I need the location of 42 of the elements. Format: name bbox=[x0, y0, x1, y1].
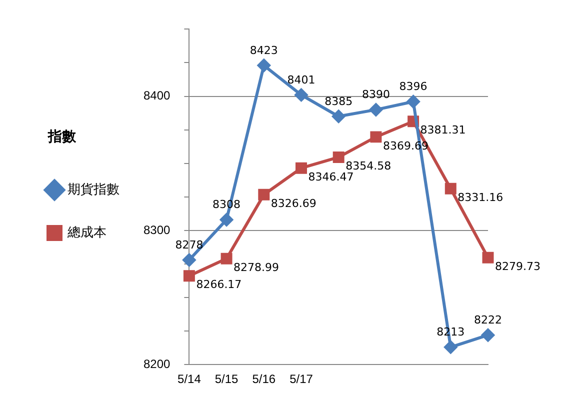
data-label: 8381.31 bbox=[420, 124, 466, 137]
data-label: 8331.16 bbox=[458, 190, 504, 204]
point bbox=[258, 188, 270, 200]
x-tick-label: 5/14 bbox=[178, 372, 202, 386]
legend-label: 期貨指數 bbox=[68, 182, 120, 198]
point bbox=[482, 252, 494, 264]
x-tick-label: 5/15 bbox=[214, 372, 239, 386]
point bbox=[296, 162, 307, 174]
data-label: 8326.69 bbox=[270, 196, 316, 210]
point bbox=[444, 182, 456, 194]
y-tick-label: 8400 bbox=[143, 88, 171, 103]
data-label: 8401 bbox=[287, 73, 316, 86]
point bbox=[182, 253, 196, 266]
point bbox=[370, 131, 382, 143]
x-tick-label: 5/16 bbox=[252, 372, 276, 386]
data-label: 8385 bbox=[324, 94, 353, 108]
point bbox=[220, 213, 234, 226]
data-label: 8423 bbox=[250, 44, 278, 57]
y-tick-label: 8300 bbox=[143, 222, 171, 237]
point bbox=[332, 151, 344, 163]
data-label: 8278.99 bbox=[234, 260, 280, 274]
point bbox=[406, 95, 420, 108]
data-label: 8346.47 bbox=[308, 170, 354, 184]
data-label: 8279.73 bbox=[495, 260, 540, 273]
point bbox=[294, 88, 308, 102]
y-tick-label: 8200 bbox=[143, 356, 171, 371]
data-label: 8354.58 bbox=[346, 160, 392, 173]
point bbox=[369, 103, 382, 116]
x-tick-label: 5/17 bbox=[290, 372, 314, 386]
y-axis-title: 指數 bbox=[48, 128, 76, 146]
data-label: 8278 bbox=[175, 238, 204, 252]
point bbox=[183, 270, 195, 282]
data-label: 8396 bbox=[399, 80, 428, 94]
point bbox=[257, 58, 270, 72]
point bbox=[444, 340, 458, 354]
data-label: 8390 bbox=[362, 88, 390, 102]
legend-label: 總成本 bbox=[66, 225, 106, 240]
data-label: 8266.17 bbox=[196, 278, 242, 292]
data-label: 8222 bbox=[474, 313, 502, 326]
point bbox=[332, 110, 346, 123]
point bbox=[482, 328, 494, 342]
point bbox=[220, 252, 232, 264]
